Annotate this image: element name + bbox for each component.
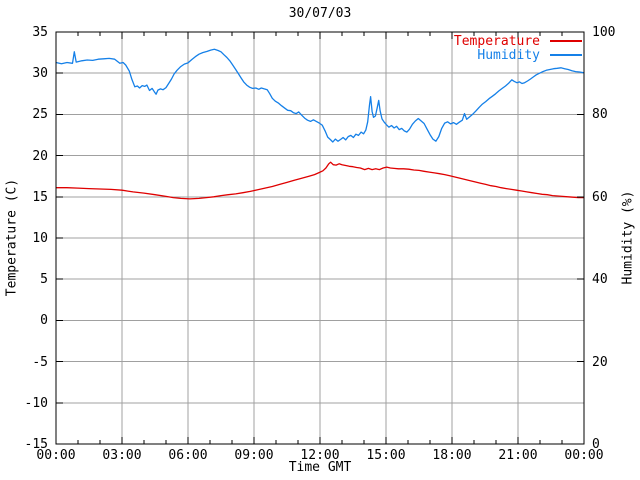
- y-left-tick-label: -10: [24, 396, 48, 411]
- axis-ticks: [55, 31, 585, 445]
- legend-item-temperature: Temperature: [453, 34, 540, 49]
- x-tick-label: 09:00: [234, 448, 274, 463]
- y-left-tick-label: 15: [32, 190, 48, 205]
- y-right-tick-label: 40: [592, 272, 608, 287]
- legend-item-humidity: Humidity: [477, 48, 540, 63]
- x-tick-label: 18:00: [432, 448, 472, 463]
- y-left-tick-label: 10: [32, 231, 48, 246]
- chart-title: 30/07/03: [288, 6, 352, 21]
- y-left-tick-label: 0: [40, 313, 48, 328]
- y-right-tick-label: 100: [592, 25, 616, 40]
- y-left-tick-label: -5: [32, 355, 48, 370]
- y-left-tick-label: 20: [32, 149, 48, 164]
- y-right-tick-label: 0: [592, 437, 600, 452]
- gridlines: [56, 32, 584, 444]
- temperature-series-line: [56, 161, 584, 200]
- y-left-tick-label: -15: [24, 437, 48, 452]
- x-tick-label: 15:00: [366, 448, 406, 463]
- y-axis-label-temperature: Temperature (C): [4, 178, 20, 297]
- x-tick-label: 06:00: [168, 448, 208, 463]
- x-tick-label: 03:00: [102, 448, 142, 463]
- series-lines: [55, 48, 585, 200]
- legend-line-samples: [550, 40, 582, 56]
- x-tick-label: 21:00: [498, 448, 538, 463]
- x-axis-label: Time GMT: [288, 460, 352, 475]
- x-tick-label: 00:00: [564, 448, 604, 463]
- y-right-tick-label: 80: [592, 107, 608, 122]
- humidity-series-line: [55, 48, 585, 143]
- y-left-tick-label: 25: [32, 107, 48, 122]
- y-left-tick-label: 5: [40, 272, 48, 287]
- y-left-tick-label: 30: [32, 66, 48, 81]
- y2-axis-label-humidity: Humidity (%): [620, 190, 636, 285]
- x-tick-label: 00:00: [36, 448, 76, 463]
- x-tick-label: 12:00: [300, 448, 340, 463]
- y-right-tick-label: 20: [592, 355, 608, 370]
- y-right-tick-label: 60: [592, 190, 608, 205]
- y-left-tick-label: 35: [32, 25, 48, 40]
